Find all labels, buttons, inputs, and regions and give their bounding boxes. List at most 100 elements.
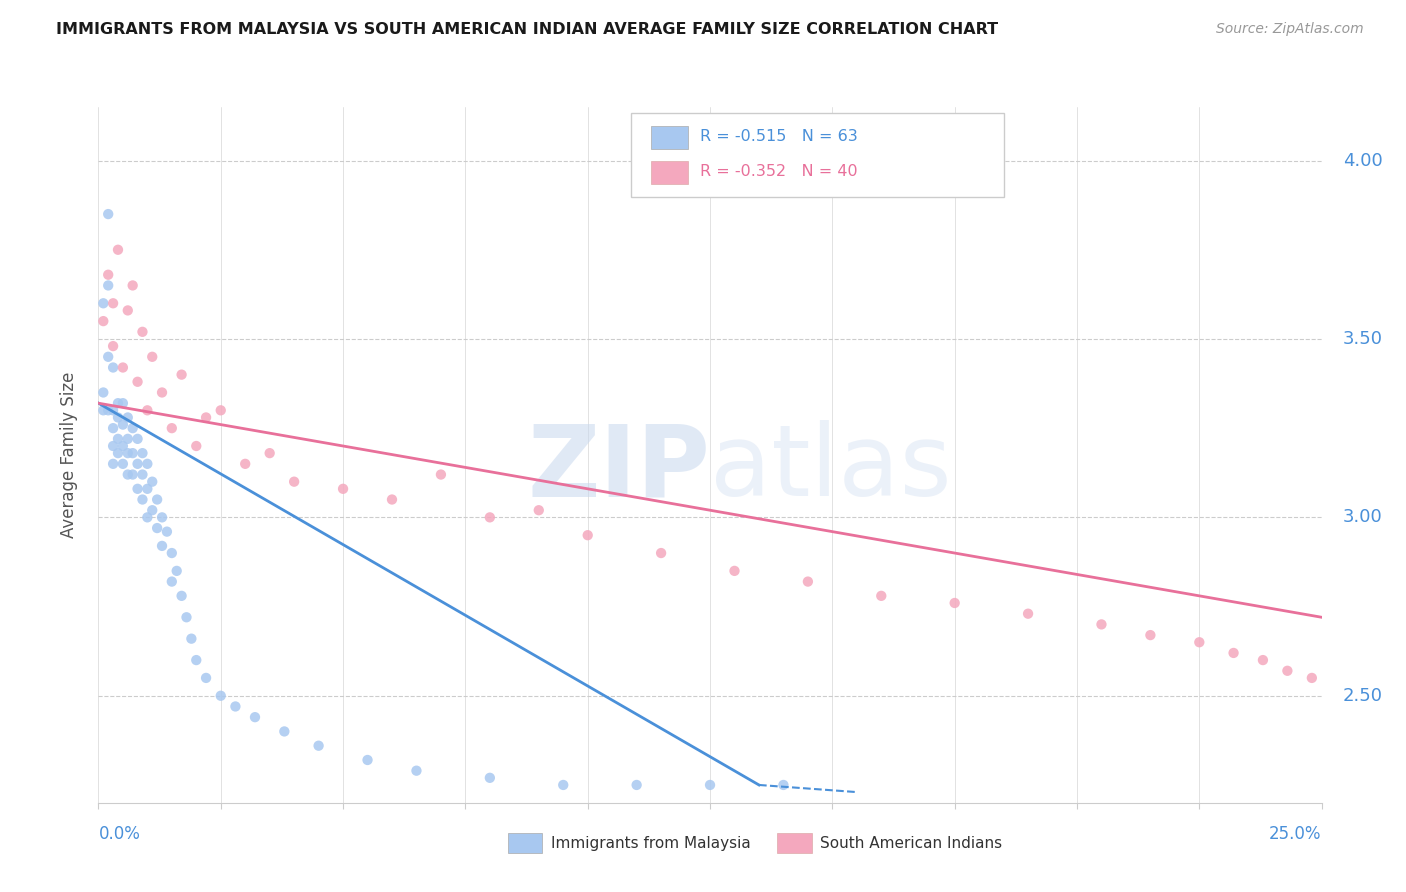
Point [283,475,305,489]
Text: 4.00: 4.00 [1343,152,1382,169]
Point [356,753,378,767]
Point [121,446,143,460]
Point [170,368,193,382]
Point [136,457,159,471]
Point [111,439,134,453]
Text: ZIP: ZIP [527,420,710,517]
Point [141,503,163,517]
Text: 2.50: 2.50 [1343,687,1382,705]
Point [141,475,163,489]
Point [121,467,143,482]
Point [107,396,129,410]
FancyBboxPatch shape [651,161,688,184]
Point [332,482,354,496]
FancyBboxPatch shape [630,112,1004,197]
Text: R = -0.352   N = 40: R = -0.352 N = 40 [700,164,858,179]
Point [101,339,124,353]
Point [723,564,745,578]
Point [478,771,501,785]
Point [97,268,120,282]
Point [170,589,193,603]
Point [576,528,599,542]
Point [553,778,575,792]
Text: 25.0%: 25.0% [1270,825,1322,843]
Point [91,385,114,400]
Point [273,724,295,739]
Point [117,432,139,446]
Point [650,546,672,560]
Point [101,439,124,453]
Point [943,596,966,610]
Point [91,403,114,417]
Text: 0.0%: 0.0% [98,825,141,843]
Point [91,314,114,328]
Point [97,350,120,364]
Point [101,457,124,471]
Point [308,739,330,753]
Point [111,457,134,471]
Point [117,467,139,482]
Text: South American Indians: South American Indians [820,836,1002,851]
Point [101,421,124,435]
Point [259,446,281,460]
Point [131,325,153,339]
Point [1017,607,1039,621]
Point [186,439,208,453]
Point [381,492,404,507]
Point [131,446,153,460]
Point [97,403,120,417]
Point [1301,671,1323,685]
Point [772,778,794,792]
Point [107,410,129,425]
Point [233,457,256,471]
Point [101,296,124,310]
Text: Source: ZipAtlas.com: Source: ZipAtlas.com [1216,22,1364,37]
Point [131,467,153,482]
Point [209,403,232,417]
Point [101,360,124,375]
Point [156,524,179,539]
Point [127,457,149,471]
Point [176,610,198,624]
Point [160,421,183,435]
Point [146,521,169,535]
Point [1090,617,1112,632]
FancyBboxPatch shape [778,833,811,853]
Point [97,278,120,293]
Point [1251,653,1274,667]
Point [160,546,183,560]
Point [195,410,218,425]
Point [101,403,124,417]
FancyBboxPatch shape [651,126,688,149]
Point [1188,635,1211,649]
Point [141,350,163,364]
Point [870,589,893,603]
Point [146,492,169,507]
FancyBboxPatch shape [508,833,543,853]
Point [195,671,218,685]
Text: atlas: atlas [710,420,952,517]
Point [97,207,120,221]
Point [127,432,149,446]
Point [111,360,134,375]
Point [107,243,129,257]
Point [527,503,550,517]
Point [91,296,114,310]
Point [121,421,143,435]
Point [180,632,202,646]
Point [131,492,153,507]
Text: 3.00: 3.00 [1343,508,1382,526]
Point [111,396,134,410]
Point [136,403,159,417]
Point [209,689,232,703]
Point [1277,664,1299,678]
Text: IMMIGRANTS FROM MALAYSIA VS SOUTH AMERICAN INDIAN AVERAGE FAMILY SIZE CORRELATIO: IMMIGRANTS FROM MALAYSIA VS SOUTH AMERIC… [56,22,998,37]
Point [136,482,159,496]
Point [430,467,453,482]
Point [117,446,139,460]
Point [243,710,266,724]
Y-axis label: Average Family Size: Average Family Size [59,372,77,538]
Point [166,564,188,578]
Text: Immigrants from Malaysia: Immigrants from Malaysia [551,836,751,851]
Point [699,778,721,792]
